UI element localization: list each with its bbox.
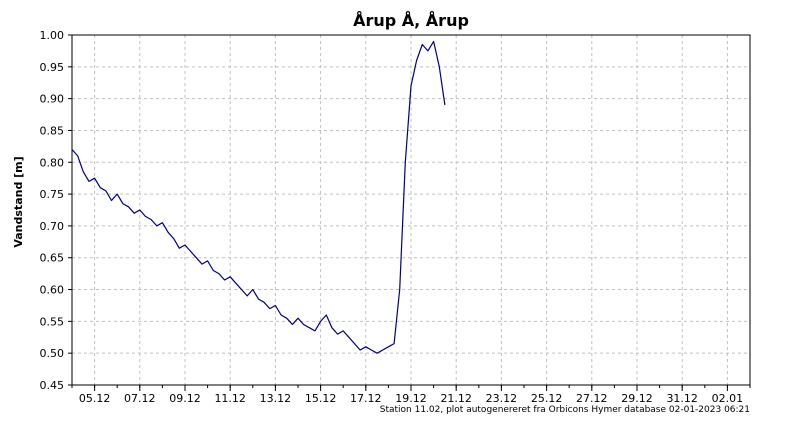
x-tick-label: 31.12 <box>666 392 698 405</box>
x-tick-label: 05.12 <box>79 392 111 405</box>
y-axis-label: Vandstand [m] <box>12 156 25 247</box>
y-tick-label: 1.00 <box>40 29 65 42</box>
x-tick-label: 27.12 <box>576 392 608 405</box>
y-tick-label: 0.90 <box>40 93 65 106</box>
y-tick-label: 0.85 <box>40 124 65 137</box>
x-tick-label: 13.12 <box>260 392 292 405</box>
footer-note: Station 11.02, plot autogenereret fra Or… <box>380 405 750 415</box>
y-tick-label: 0.65 <box>40 252 65 265</box>
y-tick-label: 0.60 <box>40 284 65 297</box>
series-layer <box>71 40 446 354</box>
x-tick-label: 21.12 <box>440 392 472 405</box>
y-tick-label: 0.80 <box>40 156 65 169</box>
x-tick-label: 25.12 <box>531 392 563 405</box>
x-tick-label: 15.12 <box>305 392 337 405</box>
x-tick-label: 09.12 <box>169 392 201 405</box>
x-tick-label: 19.12 <box>395 392 427 405</box>
chart-title: Årup Å, Årup <box>353 11 469 30</box>
x-tick-label: 29.12 <box>621 392 653 405</box>
x-axis-ticks: 05.12 07.12 09.12 11.12 13.12 15.12 17.12 19.12… <box>71 385 751 405</box>
y-axis-ticks: 0.45 0.50 0.55 0.60 0.65 0.70 0.75 0.80 0.85 0.90… <box>40 29 72 392</box>
x-tick-label: 07.12 <box>124 392 156 405</box>
x-tick-label: 17.12 <box>350 392 382 405</box>
y-tick-label: 0.95 <box>40 61 65 74</box>
x-tick-label: 02.01 <box>712 392 744 405</box>
y-tick-label: 0.75 <box>40 188 65 201</box>
y-tick-label: 0.55 <box>40 315 65 328</box>
y-tick-label: 0.70 <box>40 220 65 233</box>
y-tick-label: 0.45 <box>40 379 65 392</box>
x-tick-label: 23.12 <box>486 392 518 405</box>
plot-frame <box>71 34 751 386</box>
x-tick-label: 11.12 <box>214 392 246 405</box>
series-line <box>71 40 446 354</box>
y-tick-label: 0.50 <box>40 347 65 360</box>
grid <box>72 35 750 385</box>
